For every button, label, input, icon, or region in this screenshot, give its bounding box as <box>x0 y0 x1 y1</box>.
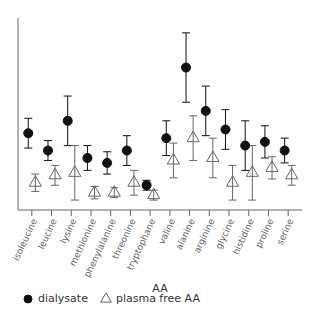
svg-text:AA: AA <box>152 282 168 295</box>
svg-text:arginine: arginine <box>192 217 217 255</box>
svg-text:serine: serine <box>275 217 296 247</box>
svg-text:leucine: leucine <box>36 217 59 251</box>
svg-text:histidine: histidine <box>231 217 256 256</box>
svg-text:isoleucine: isoleucine <box>11 217 39 263</box>
svg-text:methionine: methionine <box>67 217 99 268</box>
html-text:dialysate: dialysate <box>38 292 88 305</box>
svg-text:glycine: glycine <box>213 217 237 251</box>
svg-text:alanine: alanine <box>173 217 197 252</box>
svg-text:phenylalanine: phenylalanine <box>82 217 118 279</box>
svg-text:proline: proline <box>254 217 276 250</box>
svg-text:lysine: lysine <box>58 217 78 245</box>
svg-text:threonine: threonine <box>110 217 138 261</box>
html-text:plasma free AA: plasma free AA <box>115 292 200 305</box>
svg-text:tryptophane: tryptophane <box>125 217 158 272</box>
svg-text:valine: valine <box>157 217 178 246</box>
